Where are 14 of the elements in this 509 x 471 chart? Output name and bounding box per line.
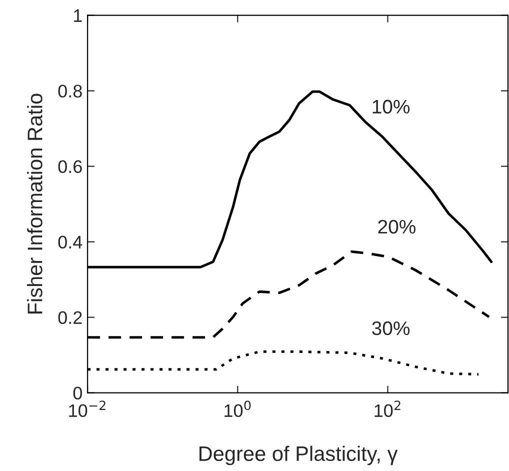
y-tick-label: 0.4 — [58, 236, 82, 249]
y-tick-label: 0.8 — [58, 84, 82, 98]
x-tick-label: 10$^{−2}$ — [69, 400, 106, 418]
y-axis-title: Fisher Information Ratio — [27, 94, 42, 314]
x-tick-label: 10$^{2}$ — [374, 400, 400, 418]
series-label: 30% — [372, 321, 410, 336]
y-tick-label: 0.2 — [58, 311, 82, 324]
x-tick-label: 10$^{0}$ — [224, 400, 251, 418]
y-tick-label: 0 — [73, 386, 82, 400]
y-tick-label: 0.6 — [58, 160, 82, 174]
y-tick-label: 1 — [74, 9, 82, 22]
series-label: 20% — [378, 220, 416, 234]
x-axis-title: Degree of Plasticity, γ — [200, 446, 398, 466]
series-label: 10% — [372, 100, 410, 114]
